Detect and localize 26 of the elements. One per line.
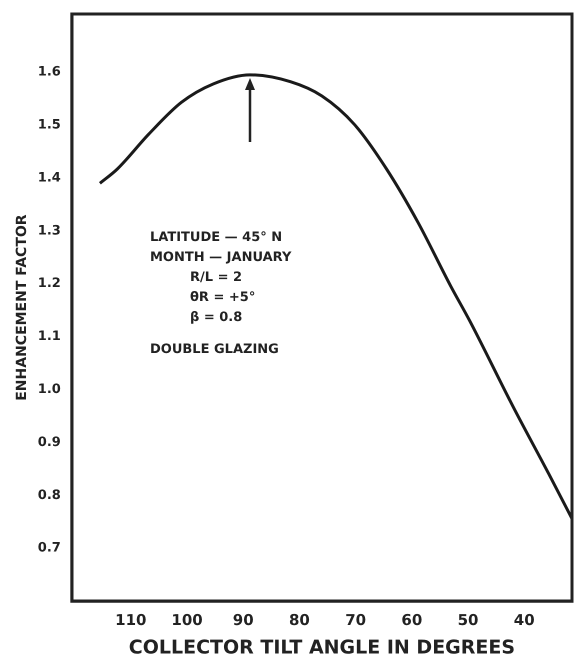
annotation: DOUBLE GLAZING [150, 341, 280, 359]
annotation: MONTH — JANUARY [150, 249, 292, 267]
y-tick-label: 0.8 [38, 488, 61, 503]
y-tick-label: 1.6 [38, 64, 61, 80]
y-tick-label: 1.3 [38, 223, 61, 238]
annotation: R/L = 2 [189, 269, 244, 287]
x-tick-label: 70 [345, 611, 366, 630]
x-tick-label: 40 [514, 611, 535, 630]
x-tick-label: 100 [171, 611, 203, 630]
annotation: θR = +5° [189, 289, 256, 307]
y-tick-label: 1.0 [38, 382, 61, 397]
y-tick-label: 1.5 [38, 117, 61, 132]
y-axis-title: ENHANCEMENT FACTOR [14, 214, 30, 401]
x-tick-label: 60 [401, 611, 422, 630]
x-tick-label: 80 [289, 611, 310, 630]
y-tick-label: 1.4 [38, 170, 61, 186]
y-tick-label: 1.2 [38, 276, 61, 292]
annotation: β = 0.8 [189, 309, 244, 327]
y-tick-label: 1.1 [38, 329, 61, 344]
y-tick-label: 0.9 [38, 434, 61, 450]
annotation: LATITUDE — 45° N [150, 229, 284, 247]
y-tick-label: 0.7 [38, 540, 61, 556]
x-tick-label: 110 [115, 611, 146, 630]
x-tick-label: 90 [232, 611, 254, 630]
x-axis-title: COLLECTOR TILT ANGLE IN DEGREES [128, 636, 516, 659]
x-tick-label: 50 [458, 611, 478, 630]
